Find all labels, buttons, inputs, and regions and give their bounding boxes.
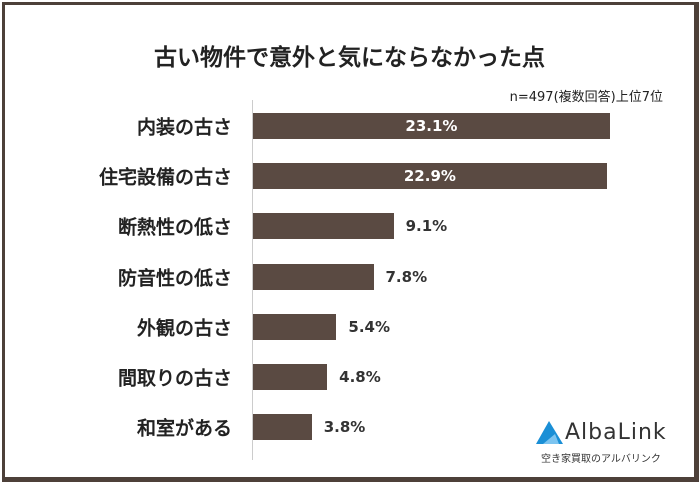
- category-label: 防音性の低さ: [117, 267, 232, 290]
- bar: [253, 414, 312, 441]
- category-label: 住宅設備の古さ: [98, 166, 232, 189]
- bar: [253, 313, 337, 340]
- value-label: 4.8%: [339, 368, 381, 386]
- category-label: 和室がある: [136, 417, 232, 440]
- bar: [253, 364, 328, 390]
- category-label: 外観の古さ: [136, 317, 232, 340]
- category-label: 間取りの古さ: [117, 367, 232, 390]
- bar: [253, 113, 610, 139]
- bar: [253, 213, 394, 240]
- value-label: 9.1%: [405, 217, 448, 236]
- albalink-logo: AlbaLink 空き家買取のアルバリンク: [535, 420, 666, 465]
- logo-mountain-icon: [536, 421, 563, 444]
- value-label: 5.4%: [348, 317, 391, 336]
- bar: [253, 263, 374, 290]
- value-label: 3.8%: [323, 418, 366, 437]
- category-label: 断熱性の低さ: [117, 216, 232, 239]
- sample-note: n=497(複数回答)上位7位: [509, 90, 663, 105]
- bar: [253, 163, 607, 190]
- category-label: 内装の古さ: [136, 116, 232, 139]
- value-label: 23.1%: [405, 117, 458, 135]
- logo-name: AlbaLink: [565, 420, 667, 445]
- logo-tagline: 空き家買取のアルバリンク: [541, 454, 661, 465]
- category-axis-line: [252, 100, 253, 460]
- chart-title: 古い物件で意外と気にならなかった点: [154, 45, 545, 71]
- value-label: 22.9%: [403, 167, 456, 186]
- value-label: 7.8%: [385, 267, 428, 286]
